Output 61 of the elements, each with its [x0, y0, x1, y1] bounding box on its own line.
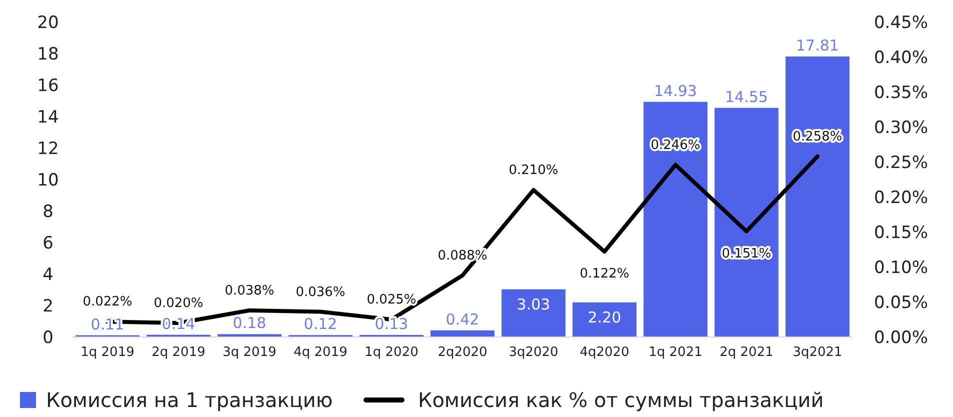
x-tick-label: 4q 2019 — [294, 345, 348, 360]
y-tick-label: 12 — [37, 139, 59, 159]
data-label: 0.151% — [722, 246, 772, 262]
bar — [786, 56, 850, 337]
x-tick-label: 3q2020 — [508, 345, 558, 360]
bar — [644, 102, 708, 337]
y2-tick-label: 0.40% — [874, 48, 928, 68]
legend-label: Комиссия на 1 транзакцию — [46, 388, 333, 412]
y2-tick-label: 0.05% — [874, 293, 928, 313]
data-label: 2.20 — [588, 308, 622, 326]
y2-tick-label: 0.15% — [874, 223, 928, 243]
legend-label: Комиссия как % от суммы транзакций — [418, 388, 824, 412]
bar — [502, 289, 566, 337]
data-label: 0.11 — [90, 315, 124, 334]
data-label: 0.020% — [154, 296, 204, 311]
y-tick-label: 14 — [37, 108, 59, 128]
data-label: 17.81 — [796, 36, 839, 54]
x-tick-label: 1q 2020 — [364, 345, 418, 360]
y-tick-label: 8 — [42, 202, 54, 222]
x-tick-label: 2q2020 — [438, 345, 488, 360]
data-label: 14.93 — [654, 82, 697, 100]
data-label: 0.246% — [650, 138, 700, 153]
y-tick-label: 18 — [37, 44, 59, 64]
data-label: 0.036% — [296, 284, 346, 300]
bar — [714, 108, 778, 337]
y2-tick-label: 0.25% — [874, 153, 928, 173]
y-tick-label: 10 — [37, 170, 59, 190]
y-tick-label: 2 — [42, 296, 54, 316]
x-tick-label: 3q 2019 — [222, 345, 276, 360]
data-label: 0.258% — [792, 129, 842, 144]
data-label: 0.025% — [366, 292, 416, 308]
y2-tick-label: 0.10% — [874, 258, 928, 278]
bar — [430, 330, 494, 337]
x-tick-label: 3q2021 — [792, 345, 842, 360]
y-tick-label: 6 — [42, 234, 54, 254]
data-label: 0.210% — [508, 163, 558, 178]
y2-tick-label: 0.35% — [874, 83, 928, 103]
data-label: 0.038% — [224, 283, 274, 298]
data-label: 0.12 — [304, 315, 338, 334]
y-tick-label: 0 — [42, 328, 54, 348]
data-label: 3.03 — [516, 295, 550, 314]
y-tick-label: 16 — [37, 76, 59, 96]
data-label: 0.14 — [162, 314, 196, 333]
data-label: 0.022% — [82, 294, 132, 310]
x-tick-label: 1q 2021 — [648, 345, 702, 360]
data-label: 14.55 — [725, 88, 768, 106]
data-label: 0.42 — [446, 310, 480, 328]
data-label: 0.18 — [232, 314, 266, 332]
data-label: 0.13 — [374, 314, 408, 333]
y2-tick-label: 0.30% — [874, 118, 928, 138]
y2-tick-label: 0.00% — [874, 328, 928, 348]
data-label: 0.122% — [580, 266, 630, 282]
x-tick-label: 4q2020 — [580, 345, 630, 360]
y-tick-label: 4 — [42, 265, 54, 285]
y2-tick-label: 0.20% — [874, 188, 928, 208]
x-tick-label: 1q 2019 — [80, 345, 134, 360]
x-tick-label: 2q 2019 — [152, 345, 206, 360]
x-tick-label: 2q 2021 — [720, 345, 774, 360]
bar — [572, 302, 636, 337]
y2-tick-label: 0.45% — [874, 13, 928, 33]
y-tick-label: 20 — [37, 13, 59, 33]
